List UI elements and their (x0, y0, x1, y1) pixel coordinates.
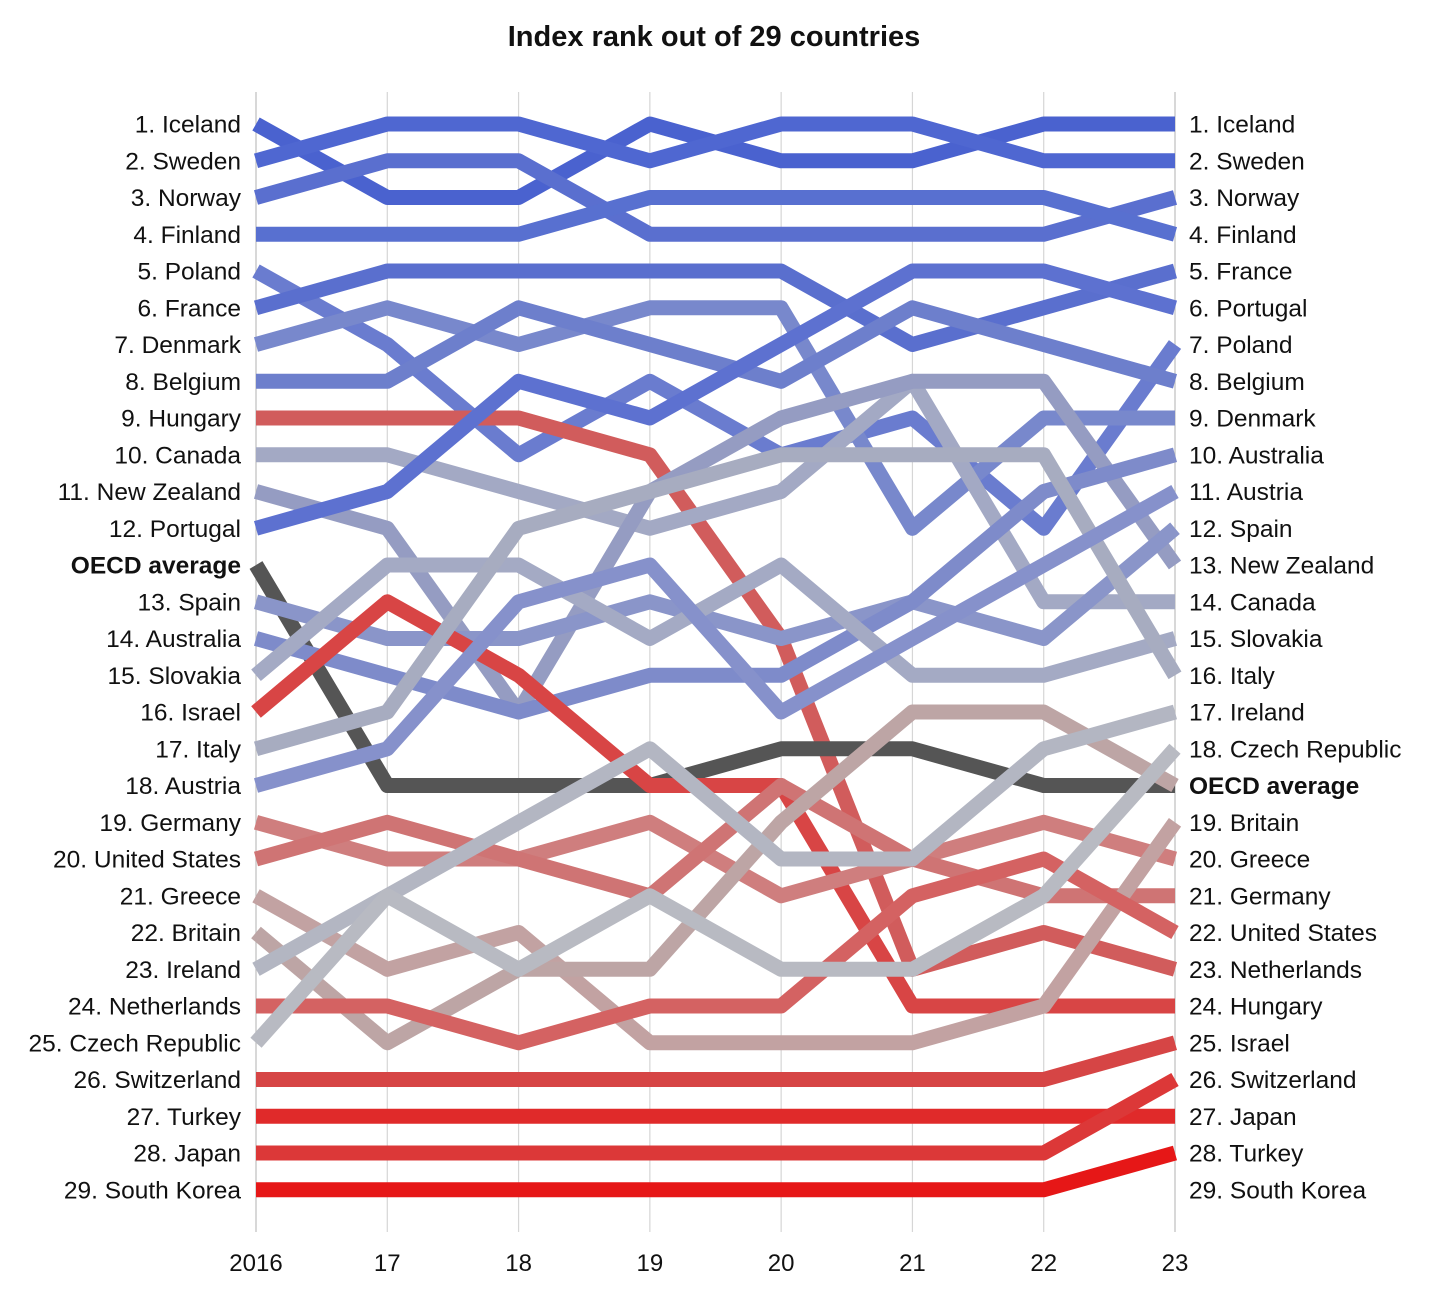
series-line-france (253, 263, 1178, 352)
right-label-12-spain: 12. Spain (1189, 516, 1293, 543)
year-gridlines (255, 92, 1176, 1232)
right-label-16-italy: 16. Italy (1189, 663, 1276, 690)
left-label-17-italy: 17. Italy (155, 736, 242, 763)
left-label-8-belgium: 8. Belgium (125, 369, 241, 396)
x-tick-19: 19 (637, 1250, 664, 1277)
right-label-2-sweden: 2. Sweden (1189, 148, 1305, 175)
left-label-10-canada: 10. Canada (114, 442, 241, 469)
right-label-21-germany: 21. Germany (1189, 883, 1331, 910)
series-line-belgium (256, 300, 1178, 389)
right-label-20-greece: 20. Greece (1189, 847, 1310, 874)
series-line-portugal (253, 263, 1178, 536)
left-label-11-new-zealand: 11. New Zealand (58, 479, 241, 506)
left-label-2-sweden: 2. Sweden (125, 148, 241, 175)
left-label-6-france: 6. France (138, 295, 242, 322)
series-line-finland (256, 190, 1178, 242)
right-label-1-iceland: 1. Iceland (1189, 112, 1295, 139)
left-label-23-ireland: 23. Ireland (125, 957, 241, 984)
x-tick-2016: 2016 (229, 1250, 282, 1277)
left-label-14-australia: 14. Australia (106, 626, 241, 653)
series-line-norway (253, 153, 1178, 242)
right-label-22-united-states: 22. United States (1189, 920, 1377, 947)
right-label-18-czech-republic: 18. Czech Republic (1189, 736, 1401, 763)
left-label-7-denmark: 7. Denmark (114, 332, 241, 359)
left-label-1-iceland: 1. Iceland (135, 112, 241, 139)
left-label-9-hungary: 9. Hungary (121, 406, 242, 433)
series-line-germany (253, 814, 1178, 904)
left-label-24-netherlands: 24. Netherlands (68, 994, 241, 1021)
right-label-17-ireland: 17. Ireland (1189, 700, 1305, 727)
left-label-21-greece: 21. Greece (120, 883, 241, 910)
series-line-slovakia (251, 557, 1178, 683)
left-label-12-portugal: 12. Portugal (109, 516, 241, 543)
series-line-oecd-average (249, 561, 1175, 793)
right-label-8-belgium: 8. Belgium (1189, 369, 1305, 396)
left-label-29-south-korea: 29. South Korea (64, 1177, 241, 1204)
series-line-britain (251, 704, 1179, 1051)
series-line-sweden (253, 116, 1175, 169)
left-label-22-britain: 22. Britain (131, 920, 241, 947)
left-label-18-austria: 18. Austria (125, 773, 241, 800)
left-label-3-norway: 3. Norway (131, 185, 242, 212)
right-label-14-canada: 14. Canada (1189, 589, 1316, 616)
right-label-9-denmark: 9. Denmark (1189, 406, 1316, 433)
right-label-27-japan: 27. Japan (1189, 1104, 1297, 1131)
left-label-oecd-average: OECD average (71, 553, 241, 580)
right-label-oecd-average: OECD average (1189, 773, 1359, 800)
left-label-26-switzerland: 26. Switzerland (73, 1067, 241, 1094)
right-label-25-israel: 25. Israel (1189, 1030, 1290, 1057)
right-label-28-turkey: 28. Turkey (1189, 1141, 1304, 1168)
x-tick-18: 18 (505, 1250, 532, 1277)
right-label-23-netherlands: 23. Netherlands (1189, 957, 1362, 984)
series-line-greece (252, 817, 1182, 1051)
right-label-6-portugal: 6. Portugal (1189, 295, 1308, 322)
series-line-japan (256, 1072, 1179, 1161)
series-line-hungary (256, 410, 1178, 977)
series-line-czech-republic (250, 743, 1181, 1048)
left-label-15-slovakia: 15. Slovakia (108, 663, 242, 690)
series-line-denmark (253, 300, 1175, 536)
x-tick-17: 17 (374, 1250, 401, 1277)
right-label-24-hungary: 24. Hungary (1189, 994, 1323, 1021)
series-line-ireland (252, 704, 1178, 976)
series-line-switzerland (256, 1035, 1178, 1087)
left-rank-labels: 1. Iceland 2. Sweden 3. Norway 4. Finland 5.… (29, 112, 242, 1205)
left-label-19-germany: 19. Germany (99, 810, 241, 837)
series-lines (249, 116, 1182, 1198)
x-tick-22: 22 (1030, 1250, 1057, 1277)
right-label-5-france: 5. France (1189, 259, 1293, 286)
right-label-29-south-korea: 29. South Korea (1189, 1177, 1366, 1204)
right-label-13-new-zealand: 13. New Zealand (1189, 553, 1374, 580)
x-axis-tick-labels: 2016 17 18 19 20 21 22 23 (229, 1250, 1188, 1277)
left-label-16-israel: 16. Israel (140, 700, 241, 727)
left-label-13-spain: 13. Spain (137, 589, 241, 616)
right-label-15-slovakia: 15. Slovakia (1189, 626, 1323, 653)
series-line-italy (253, 447, 1182, 757)
left-label-20-united-states: 20. United States (53, 847, 241, 874)
right-label-3-norway: 3. Norway (1189, 185, 1300, 212)
series-line-united-states (253, 778, 1175, 904)
x-tick-20: 20 (768, 1250, 795, 1277)
right-label-10-australia: 10. Australia (1189, 442, 1324, 469)
right-label-11-austria: 11. Austria (1189, 479, 1303, 506)
right-label-19-britain: 19. Britain (1189, 810, 1299, 837)
left-label-4-finland: 4. Finland (133, 222, 241, 249)
series-line-austria (253, 484, 1179, 793)
series-line-canada (256, 373, 1175, 610)
series-line-south-korea (256, 1145, 1178, 1198)
right-label-7-poland: 7. Poland (1189, 332, 1293, 359)
left-label-5-poland: 5. Poland (137, 259, 241, 286)
right-rank-labels: 1. Iceland 2. Sweden 3. Norway 4. Finland 5.… (1189, 112, 1401, 1205)
right-label-26-switzerland: 26. Switzerland (1189, 1067, 1357, 1094)
left-label-25-czech-republic: 25. Czech Republic (29, 1030, 241, 1057)
x-tick-21: 21 (899, 1250, 926, 1277)
left-label-27-turkey: 27. Turkey (127, 1104, 242, 1131)
series-line-netherlands (256, 851, 1179, 1051)
x-tick-23: 23 (1162, 1250, 1189, 1277)
chart-title: Index rank out of 29 countries (508, 21, 921, 53)
series-line-spain (253, 522, 1180, 646)
left-label-28-japan: 28. Japan (133, 1141, 241, 1168)
right-label-4-finland: 4. Finland (1189, 222, 1297, 249)
